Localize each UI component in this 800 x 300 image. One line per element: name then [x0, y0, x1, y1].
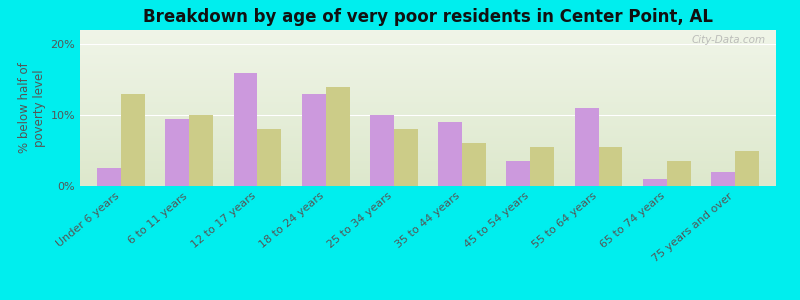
Bar — [166, 118, 189, 186]
Bar — [711, 172, 735, 186]
Bar — [462, 143, 486, 186]
Bar — [643, 179, 667, 186]
Bar — [574, 108, 598, 186]
Bar — [506, 161, 530, 186]
Bar — [438, 122, 462, 186]
Bar — [97, 168, 121, 186]
Bar — [370, 115, 394, 186]
Bar — [302, 94, 326, 186]
Bar — [258, 129, 282, 186]
Title: Breakdown by age of very poor residents in Center Point, AL: Breakdown by age of very poor residents … — [143, 8, 713, 26]
Text: City-Data.com: City-Data.com — [691, 35, 766, 45]
Bar — [530, 147, 554, 186]
Bar — [598, 147, 622, 186]
Bar — [234, 73, 258, 186]
Bar — [189, 115, 213, 186]
Y-axis label: % below half of
poverty level: % below half of poverty level — [18, 63, 46, 153]
Bar — [121, 94, 145, 186]
Bar — [667, 161, 690, 186]
Bar — [735, 151, 759, 186]
Bar — [326, 87, 350, 186]
Bar — [394, 129, 418, 186]
